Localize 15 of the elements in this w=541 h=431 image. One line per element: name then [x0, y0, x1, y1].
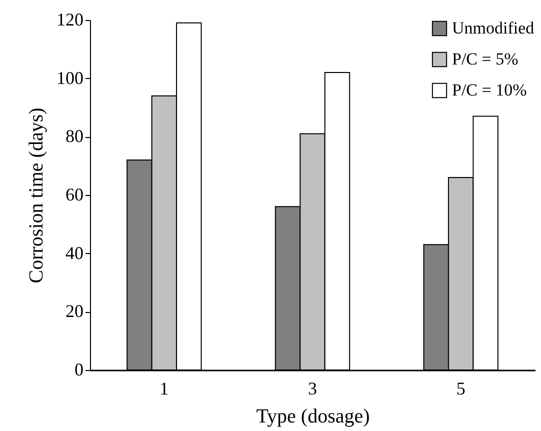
y-tick-label: 40 — [66, 242, 84, 263]
x-tick-label: 5 — [456, 378, 466, 398]
x-axis-title: Type (dosage) — [256, 406, 370, 428]
x-tick-label: 3 — [308, 378, 317, 398]
y-tick-label: 100 — [56, 68, 84, 88]
y-tick-label: 60 — [66, 184, 84, 204]
y-tick-label: 80 — [66, 126, 84, 146]
y-axis-title: Corrosion time (days) — [26, 108, 48, 284]
legend-label: P/C = 10% — [452, 80, 527, 100]
y-tick-label: 20 — [66, 301, 84, 322]
x-tick-label: 1 — [160, 378, 169, 398]
legend-label: Unmodified — [452, 18, 535, 38]
legend-label: P/C = 5% — [452, 50, 518, 68]
y-tick-label: 0 — [74, 360, 84, 380]
y-tick-label: 120 — [56, 10, 84, 30]
